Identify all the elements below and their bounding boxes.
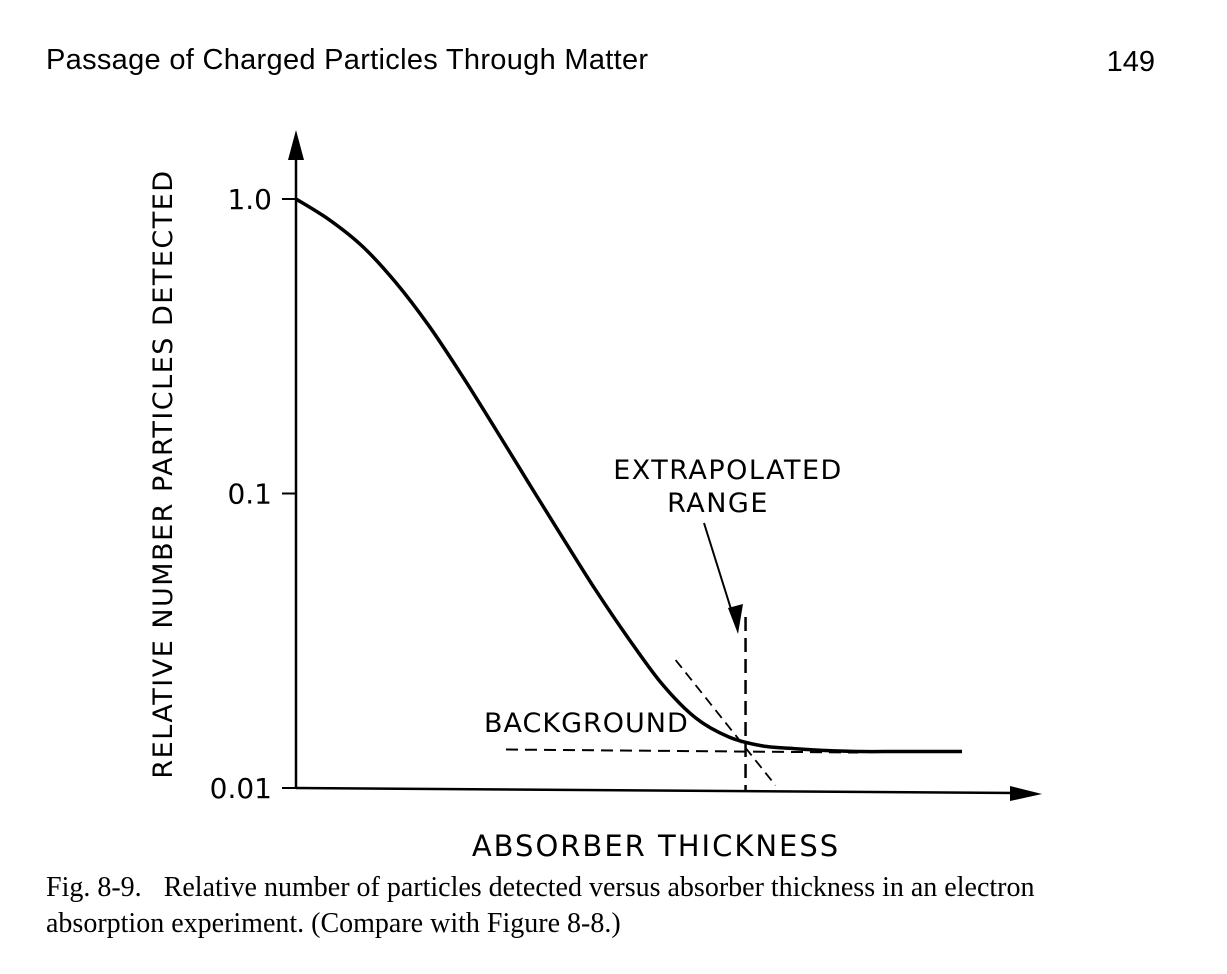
figure-caption: Fig. 8-9. Relative number of particles de…: [46, 870, 1176, 942]
y-tick-label-1: 0.1: [227, 478, 272, 511]
extrapolated-range-label-line1: EXTRAPOLATED: [613, 455, 843, 486]
x-axis-label: ABSORBER THICKNESS: [472, 829, 840, 863]
page-number: 149: [1106, 46, 1155, 78]
y-tick-label-2: 0.01: [210, 772, 272, 805]
x-axis-line: [295, 786, 1019, 795]
figure-number: Fig. 8-9.: [46, 872, 142, 903]
y-tick-label-0: 1.0: [227, 183, 272, 216]
extrapolated-range-arrowhead: [728, 604, 743, 634]
caption-text-1: Relative number of particles detected ve…: [163, 872, 1035, 903]
extrapolation-dashed-line: [674, 659, 777, 787]
background-label: BACKGROUND: [484, 708, 689, 739]
y-axis-arrow: [288, 130, 304, 160]
running-title: Passage of Charged Particles Through Mat…: [46, 44, 649, 76]
caption-line-1: Fig. 8-9. Relative number of particles de…: [46, 870, 1176, 906]
caption-text-2: absorption experiment. (Compare with Fig…: [46, 908, 621, 939]
series-curve-0: [295, 197, 962, 754]
y-ticks: 1.0 0.1 0.01: [210, 183, 296, 805]
extrapolated-range-label-line2: RANGE: [667, 488, 769, 519]
annotation-layer: EXTRAPOLATED RANGE BACKGROUND: [484, 455, 859, 790]
series-layer: [295, 197, 962, 754]
background-dashed-line: [505, 748, 859, 754]
x-axis-arrow: [1010, 786, 1042, 801]
y-axis-label: RELATIVE NUMBER PARTICLES DETECTED: [148, 169, 179, 778]
chart-axes: [288, 130, 1042, 801]
